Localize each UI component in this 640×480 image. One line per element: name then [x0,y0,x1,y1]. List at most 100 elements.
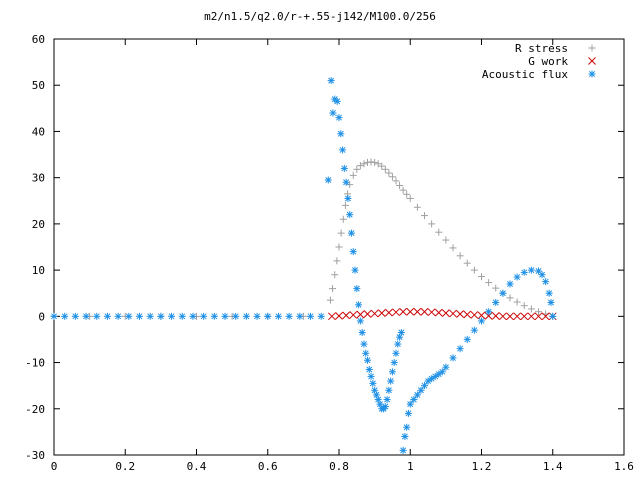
data-point-acoustic-flux-44 [358,329,366,337]
data-point-acoustic-flux-81 [442,363,450,371]
data-point-acoustic-flux-66 [397,329,405,337]
data-point-acoustic-flux-72 [410,396,418,404]
chart-title: m2/n1.5/q2.0/r-+.55-j142/M100.0/256 [204,10,436,23]
data-point-g-work-8 [385,308,393,317]
data-point-g-work-15 [434,308,443,317]
data-point-r-stress-32 [399,186,407,194]
data-point-r-stress-20 [356,162,364,170]
x-axis: 0 0.2 0.4 0.6 0.8 1 1.2 1.4 1.6 [51,39,634,473]
y-tick-label-2: 40 [32,125,45,138]
data-point-r-stress-12 [335,243,343,251]
data-point-acoustic-flux-7 [125,312,133,320]
data-point-acoustic-flux-4 [93,312,101,320]
data-point-acoustic-flux-86 [478,317,485,325]
data-point-g-work-0 [328,312,336,321]
data-point-acoustic-flux-76 [424,377,432,385]
data-point-acoustic-flux-22 [285,312,293,320]
data-point-g-work-21 [477,311,486,320]
data-point-r-stress-39 [442,236,450,244]
data-point-r-stress-46 [492,284,500,292]
data-point-acoustic-flux-80 [438,368,446,376]
data-point-g-work-14 [427,308,436,317]
data-point-r-stress-45 [485,279,493,287]
x-tick-label-2: 0.4 [187,460,207,473]
data-point-acoustic-flux-36 [344,194,352,202]
x-tick-label-6: 1.2 [472,460,492,473]
data-point-acoustic-flux-75 [421,382,428,390]
y-tick-label-7: -10 [25,357,45,370]
data-point-acoustic-flux-19 [253,312,261,320]
y-tick-label-3: 30 [32,172,45,185]
legend-label-g-work: G work [528,55,568,68]
data-point-r-stress-17 [346,181,354,189]
data-point-acoustic-flux-62 [390,359,398,367]
data-point-g-work-10 [399,307,407,316]
data-point-g-work-13 [420,307,429,316]
data-point-g-work-12 [413,307,422,316]
data-point-acoustic-flux-35 [342,178,350,186]
data-point-acoustic-flux-63 [392,349,400,357]
data-point-acoustic-flux-2 [71,312,79,320]
data-point-r-stress-15 [341,201,349,209]
x-tick-label-7: 1.4 [543,460,563,473]
data-point-r-stress-52 [535,308,542,316]
data-point-acoustic-flux-69 [403,423,411,431]
data-point-acoustic-flux-5 [103,312,111,320]
legend: R stress G work Acoustic flux [482,42,596,81]
data-point-acoustic-flux-88 [492,298,500,306]
y-tick-label-6: 0 [38,310,45,323]
data-point-acoustic-flux-15 [210,312,218,320]
data-point-acoustic-flux-34 [340,164,348,172]
data-point-acoustic-flux-23 [296,312,304,320]
data-point-r-stress-28 [385,169,393,177]
data-point-acoustic-flux-41 [353,285,361,293]
x-tick-label-8: 1.6 [614,460,634,473]
data-point-acoustic-flux-42 [355,301,363,309]
data-point-r-stress-8 [326,296,334,304]
y-tick-label-1: 50 [32,79,45,92]
data-point-g-work-17 [449,309,457,318]
data-point-g-work-3 [349,311,358,319]
data-point-acoustic-flux-74 [417,386,425,394]
data-point-g-work-24 [499,312,507,321]
data-point-acoustic-flux-46 [362,349,370,357]
legend-label-r-stress: R stress [515,42,568,55]
data-point-acoustic-flux-60 [387,377,395,385]
data-point-g-work-6 [370,309,379,318]
data-point-acoustic-flux-6 [114,312,122,320]
data-point-r-stress-34 [406,194,414,202]
data-point-acoustic-flux-13 [189,312,197,320]
data-point-acoustic-flux-84 [463,335,471,343]
data-point-acoustic-flux-26 [324,176,332,184]
data-point-acoustic-flux-38 [347,229,355,237]
data-point-g-work-30 [541,312,550,321]
data-point-r-stress-18 [349,171,357,179]
data-point-acoustic-flux-39 [349,248,357,256]
data-point-g-work-11 [406,307,415,316]
legend-marker-r-stress [588,44,596,52]
data-point-acoustic-flux-43 [356,317,364,325]
data-point-acoustic-flux-12 [178,312,186,320]
data-point-acoustic-flux-0 [50,312,58,320]
data-point-acoustic-flux-11 [168,312,176,320]
data-point-acoustic-flux-96 [542,278,550,286]
data-point-acoustic-flux-95 [538,271,546,279]
data-point-r-stress-9 [329,285,337,293]
data-point-g-work-19 [463,310,472,319]
data-point-acoustic-flux-64 [394,340,402,348]
data-point-r-stress-42 [463,259,471,267]
data-point-r-stress-30 [392,177,400,185]
data-point-acoustic-flux-37 [346,211,354,219]
data-point-acoustic-flux-73 [413,391,421,399]
data-point-g-work-1 [335,312,343,320]
data-point-acoustic-flux-90 [506,280,514,288]
legend-marker-g-work [588,57,596,65]
data-point-acoustic-flux-50 [369,379,377,387]
data-point-r-stress-48 [506,294,514,302]
data-point-r-stress-21 [360,160,368,168]
data-point-acoustic-flux-18 [242,312,250,320]
data-point-acoustic-flux-58 [383,396,391,404]
data-point-acoustic-flux-47 [364,356,371,364]
